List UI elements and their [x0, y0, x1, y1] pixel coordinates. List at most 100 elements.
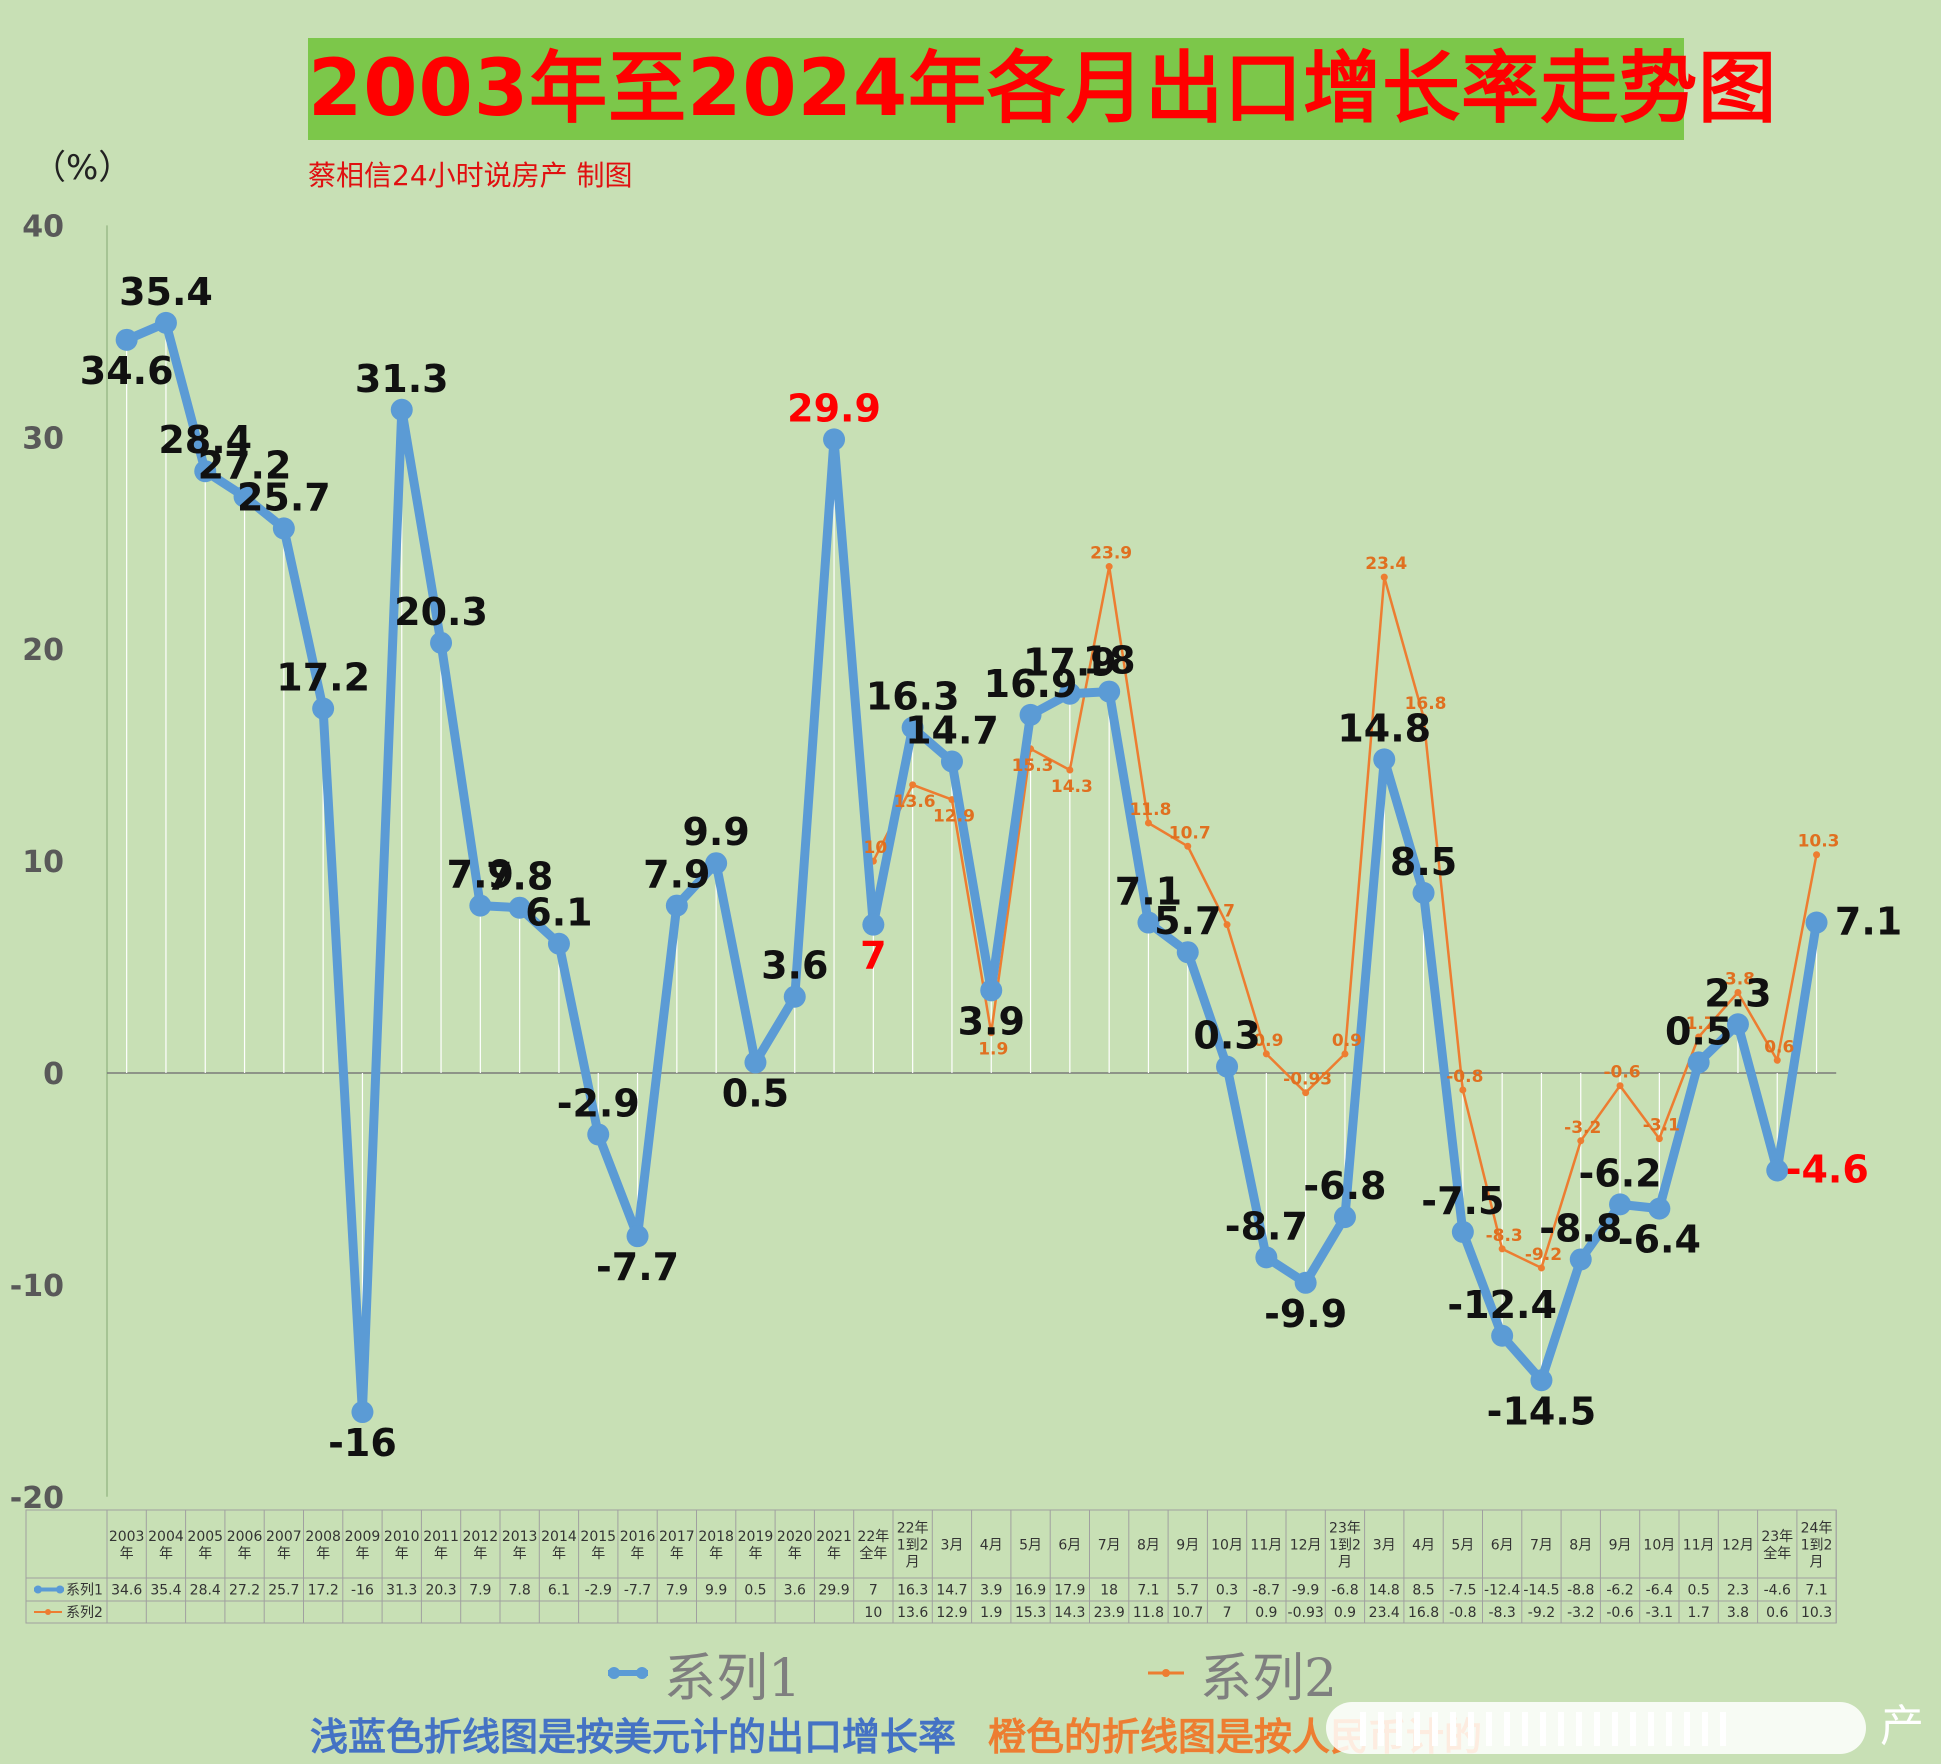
series2-data-label: 12.9 — [933, 807, 975, 827]
table-cell-series1: 7.8 — [509, 1583, 531, 1599]
series1-data-label: 7.9 — [643, 853, 710, 897]
table-cell-series1: 7.1 — [1137, 1583, 1159, 1599]
series1-data-label: 7.9 — [447, 853, 514, 897]
series2-point — [1577, 1137, 1585, 1145]
x-category-label: 2009 年 — [345, 1529, 381, 1562]
x-category-label: 2006 年 — [227, 1529, 263, 1562]
series1-data-label: -6.4 — [1618, 1218, 1701, 1262]
series1-data-label: -9.9 — [1264, 1292, 1347, 1336]
series1-point — [1137, 911, 1160, 934]
series1-point — [390, 398, 413, 421]
table-cell-series1: -7.5 — [1449, 1583, 1476, 1599]
series1-data-label: 0.5 — [722, 1071, 789, 1115]
series2-point — [1184, 842, 1192, 850]
series1-data-label: 7.8 — [486, 855, 553, 899]
series1-point — [1530, 1369, 1553, 1392]
table-cell-series2: 0.9 — [1334, 1605, 1356, 1621]
series1-data-label: 20.3 — [394, 590, 488, 634]
table-row-header-series2: 系列2 — [66, 1605, 103, 1621]
watermark-bars — [1360, 1712, 1726, 1746]
series1-point — [351, 1401, 374, 1424]
table-cell-series1: 8.5 — [1412, 1583, 1434, 1599]
table-cell-series2: -0.6 — [1606, 1605, 1633, 1621]
series2-data-label: -3.2 — [1564, 1118, 1601, 1138]
series1-data-label: 17.9 — [1023, 641, 1117, 685]
table-cell-series2: -9.2 — [1528, 1605, 1555, 1621]
x-category-label: 2007 年 — [266, 1529, 302, 1562]
series1-data-label: 14.7 — [905, 709, 999, 753]
series1-point — [1412, 881, 1435, 904]
series1-data-label: 7.1 — [1115, 870, 1182, 914]
series2-data-label: 1.7 — [1686, 1014, 1716, 1034]
table-cell-series2: -8.3 — [1488, 1605, 1515, 1621]
y-axis-unit-label: （%） — [32, 148, 133, 188]
series2-data-label: 10.7 — [1169, 823, 1211, 843]
series2-point — [1773, 1056, 1781, 1064]
series1-data-label: -14.5 — [1487, 1389, 1597, 1433]
series2-data-label: 23.9 — [1090, 544, 1132, 564]
table-cell-series2: -3.1 — [1646, 1605, 1673, 1621]
series2-point — [1498, 1245, 1506, 1253]
series1-data-label: -6.2 — [1579, 1151, 1662, 1195]
series1-data-label: 3.9 — [958, 999, 1025, 1043]
table-cell-series2: 23.4 — [1369, 1605, 1400, 1621]
table-cell-series1: -9.9 — [1292, 1583, 1319, 1599]
series1-point — [1805, 911, 1828, 934]
table-cell-series2: 10 — [864, 1605, 882, 1621]
table-cell-series1: 14.8 — [1369, 1583, 1400, 1599]
table-cell-series2: 7 — [1223, 1605, 1232, 1621]
series2-data-label: 0.9 — [1253, 1031, 1283, 1051]
table-cell-series1: 3.9 — [980, 1583, 1002, 1599]
legend-label-series2: 系列2 — [1200, 1648, 1338, 1709]
x-category-label: 2021 年 — [816, 1529, 852, 1562]
series1-data-label: 29.9 — [787, 386, 881, 430]
table-cell-series2: 14.3 — [1054, 1605, 1085, 1621]
table-cell-series1: 14.7 — [936, 1583, 967, 1599]
series2-data-label: -0.6 — [1603, 1063, 1640, 1083]
table-cell-series2: -0.93 — [1288, 1605, 1324, 1621]
table-cell-series1: 27.2 — [229, 1583, 260, 1599]
table-cell-series2: 11.8 — [1133, 1605, 1164, 1621]
x-category-label: 10月 — [1643, 1538, 1675, 1554]
series1-data-label: 3.6 — [761, 944, 828, 988]
x-category-label: 2017 年 — [659, 1529, 695, 1562]
title-background — [308, 38, 1684, 140]
series1-data-label: 6.1 — [525, 891, 592, 935]
table-cell-series1: 34.6 — [111, 1583, 142, 1599]
series2-point — [987, 1029, 995, 1037]
series1-point — [823, 428, 846, 451]
y-tick-label: 20 — [22, 633, 64, 668]
x-category-label: 2020 年 — [777, 1529, 813, 1562]
series1-data-label: 31.3 — [355, 357, 449, 401]
series1-point — [1569, 1248, 1592, 1271]
x-category-label: 6月 — [1491, 1538, 1514, 1554]
series2-data-label: 3.8 — [1725, 969, 1755, 989]
x-category-label: 5月 — [1019, 1538, 1042, 1554]
table-cell-series1: -6.2 — [1606, 1583, 1633, 1599]
y-tick-label: 10 — [22, 845, 64, 880]
series1-data-label: 5.7 — [1154, 899, 1221, 943]
x-category-label: 8月 — [1137, 1538, 1160, 1554]
table-cell-series2: 12.9 — [936, 1605, 967, 1621]
series1-data-label: 16.9 — [984, 662, 1078, 706]
table-cell-series1: 7.9 — [469, 1583, 491, 1599]
series2-data-label: -0.93 — [1283, 1070, 1332, 1090]
table-cell-series1: 20.3 — [425, 1583, 456, 1599]
x-category-label: 22年全年 — [857, 1529, 889, 1562]
table-cell-series1: 7.1 — [1805, 1583, 1827, 1599]
table-cell-series1: -2.9 — [585, 1583, 612, 1599]
watermark-char: 产 — [1880, 1701, 1924, 1752]
x-category-label: 2013 年 — [502, 1529, 538, 1562]
x-category-label: 9月 — [1176, 1538, 1199, 1554]
table-cell-series1: 17.2 — [308, 1583, 339, 1599]
series2-point — [1616, 1082, 1624, 1090]
series1-point — [1255, 1246, 1278, 1269]
x-category-label: 2003 年 — [109, 1529, 145, 1562]
x-category-label: 2004 年 — [148, 1529, 184, 1562]
table-cell-series1: 35.4 — [150, 1583, 181, 1599]
table-cell-series1: -4.6 — [1764, 1583, 1791, 1599]
series1-point — [940, 750, 963, 773]
series1-point — [744, 1051, 767, 1074]
series2-data-label: 23.4 — [1365, 554, 1407, 574]
table-cell-series1: 0.3 — [1216, 1583, 1238, 1599]
